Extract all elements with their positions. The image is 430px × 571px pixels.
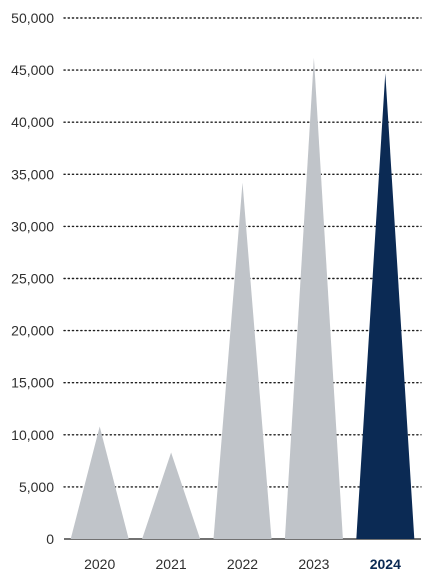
bar-2024 [356,73,415,539]
x-tick-label-2024: 2024 [370,556,401,571]
y-tick-label: 50,000 [11,10,54,26]
bar-2020 [70,426,129,539]
y-tick-label: 40,000 [11,114,54,130]
x-tick-label-2021: 2021 [156,556,187,571]
y-tick-label: 15,000 [11,375,54,391]
y-tick-label: 30,000 [11,218,54,234]
bar-2023 [284,57,343,539]
y-tick-label: 0 [46,531,54,547]
y-tick-label: 35,000 [11,166,54,182]
y-tick-label: 5,000 [19,479,54,495]
x-tick-label-2023: 2023 [298,556,329,571]
bar-2021 [142,452,201,539]
x-tick-label-2022: 2022 [227,556,258,571]
x-tick-label-2020: 2020 [84,556,115,571]
y-axis-tick-labels: 0 5,000 10,000 15,000 20,000 25,000 30,000 35,0… [11,10,54,547]
y-tick-label: 25,000 [11,271,54,287]
bar-layer [70,57,415,540]
y-tick-label: 45,000 [11,62,54,78]
y-tick-label: 10,000 [11,427,54,443]
x-axis-tick-labels: 2020 2021 2022 2023 2024 [84,556,401,571]
grid-layer [63,17,422,540]
bar-2022 [213,182,272,540]
y-tick-label: 20,000 [11,323,54,339]
